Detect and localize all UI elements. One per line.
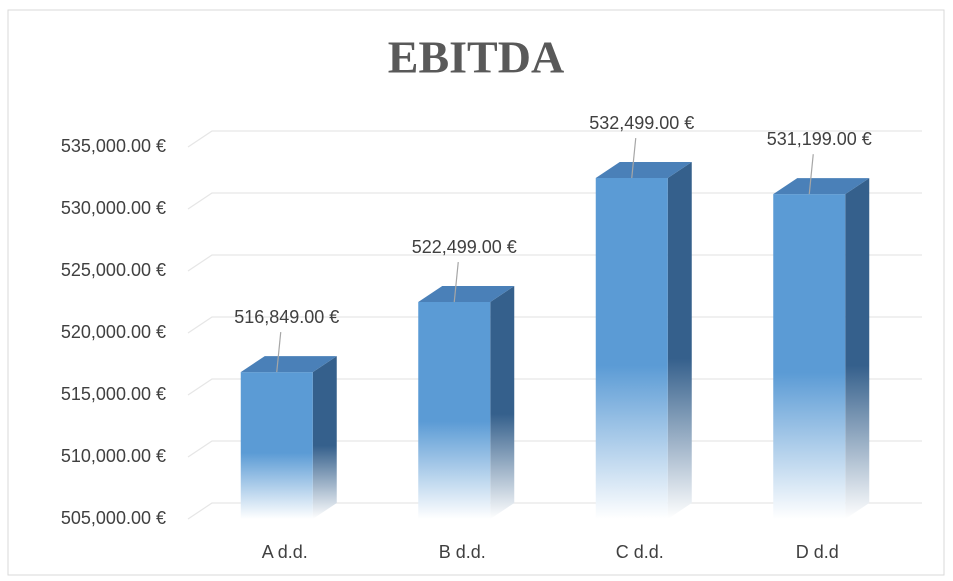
y-tick-label: 530,000.00 € <box>61 198 166 218</box>
bar-side <box>312 356 337 519</box>
bar-front <box>240 372 313 519</box>
leader-line <box>631 137 637 179</box>
data-label: 516,849.00 € <box>234 307 339 327</box>
x-tick-label: C d.d. <box>616 542 664 562</box>
x-tick-label: D d.d <box>796 542 839 562</box>
bar-front <box>418 302 491 519</box>
x-tick-label: B d.d. <box>439 542 486 562</box>
data-label: 531,199.00 € <box>767 129 872 149</box>
y-tick-label: 525,000.00 € <box>61 260 166 280</box>
leader-line <box>808 154 814 195</box>
data-label: 522,499.00 € <box>412 237 517 257</box>
bar-top <box>773 178 870 195</box>
y-tick-label: 515,000.00 € <box>61 384 166 404</box>
bar <box>595 162 692 520</box>
bar-top <box>418 286 515 303</box>
bar-side <box>490 286 515 519</box>
y-tick-label: 535,000.00 € <box>61 136 166 156</box>
bar <box>773 178 870 520</box>
bar-top <box>595 162 692 179</box>
leader-line <box>453 261 459 303</box>
bar-top <box>240 356 337 373</box>
bar <box>240 356 337 519</box>
x-tick-label: A d.d. <box>262 542 308 562</box>
bar-side <box>845 178 870 520</box>
leader-line <box>276 332 282 373</box>
grid-line <box>187 130 922 148</box>
chart-title: EBITDA <box>388 32 564 83</box>
bar-front <box>773 194 846 520</box>
y-tick-label: 520,000.00 € <box>61 322 166 342</box>
data-label: 532,499.00 € <box>589 113 694 133</box>
y-tick-label: 510,000.00 € <box>61 446 166 466</box>
bar-front <box>595 178 668 520</box>
bar <box>418 286 515 519</box>
y-tick-label: 505,000.00 € <box>61 508 166 528</box>
bar-side <box>667 162 692 520</box>
